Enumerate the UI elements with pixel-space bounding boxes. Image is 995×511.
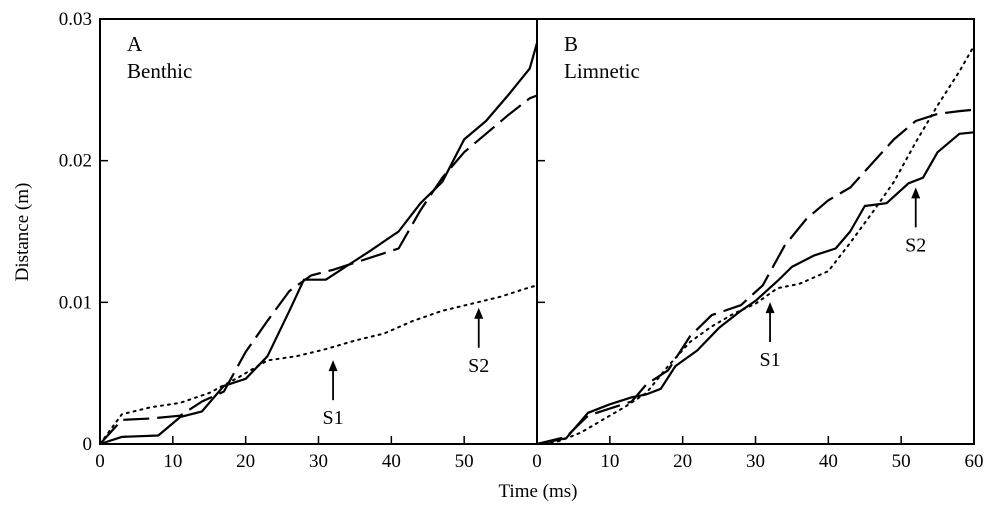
annotation-label: S1 — [323, 407, 344, 429]
x-tick-label: 20 — [236, 451, 255, 472]
annotation-arrowhead — [911, 187, 921, 199]
annotation-arrowhead — [474, 307, 484, 319]
series-line-dashed — [536, 108, 975, 446]
x-tick-label: 60 — [965, 451, 984, 472]
y-tick-label: 0.03 — [59, 9, 92, 30]
y-axis-label: Distance (m) — [12, 183, 33, 282]
annotation-label: S2 — [468, 355, 489, 377]
x-tick-label: 0 — [532, 451, 542, 472]
x-tick-label: 10 — [600, 451, 619, 472]
panel-letter: A — [127, 32, 143, 56]
y-tick-label: 0.02 — [59, 151, 92, 172]
x-tick-label: 20 — [673, 451, 692, 472]
x-tick-label: 50 — [455, 451, 474, 472]
panel-subtitle: Benthic — [127, 59, 192, 83]
x-tick-label: 10 — [163, 451, 182, 472]
y-tick-label: 0 — [83, 434, 93, 455]
annotation-label: S2 — [905, 234, 926, 256]
x-tick-label: 30 — [309, 451, 328, 472]
series-line-solid — [536, 131, 975, 446]
x-tick-label: 40 — [819, 451, 838, 472]
annotation-arrowhead — [328, 360, 338, 372]
annotation-arrowhead — [765, 302, 775, 314]
series-line-dashed — [99, 94, 538, 445]
x-tick-label: 0 — [95, 451, 105, 472]
x-tick-label: 30 — [746, 451, 765, 472]
x-axis-label: Time (ms) — [498, 481, 577, 502]
series-line-dotted — [536, 44, 975, 445]
series-line-dotted — [99, 284, 538, 445]
annotation-label: S1 — [760, 349, 781, 371]
panel-subtitle: Limnetic — [564, 59, 640, 83]
y-tick-label: 0.01 — [59, 292, 92, 313]
panel-letter: B — [564, 32, 578, 56]
x-tick-label: 50 — [892, 451, 911, 472]
series-line-solid — [99, 42, 539, 446]
x-tick-label: 40 — [382, 451, 401, 472]
